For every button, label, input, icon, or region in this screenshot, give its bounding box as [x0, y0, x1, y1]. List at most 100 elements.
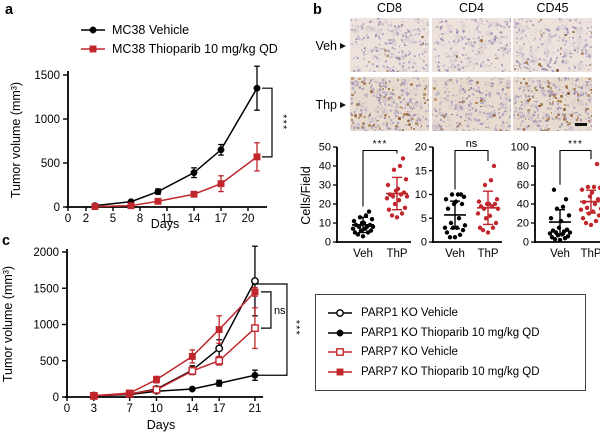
svg-text:***: *** [373, 139, 388, 150]
svg-text:5: 5 [110, 213, 116, 225]
svg-text:80: 80 [517, 161, 529, 173]
filled-square-marker-icon [80, 43, 106, 55]
svg-text:2: 2 [83, 213, 89, 225]
ihc-column-header-cd4: CD4 [458, 1, 484, 15]
open-square-marker-icon [327, 346, 353, 358]
svg-text:1000: 1000 [33, 320, 59, 332]
svg-text:14: 14 [188, 213, 201, 225]
svg-text:17: 17 [213, 403, 226, 415]
right-arrow-icon [340, 101, 346, 108]
legend-label: PARP1 KO Vehicle [361, 307, 458, 320]
filled-circle-marker-icon [327, 327, 353, 339]
svg-text:ns: ns [274, 305, 286, 317]
svg-text:7: 7 [126, 403, 132, 415]
panel-c-legend-box: PARP1 KO Vehicle PARP1 KO Thioparib 10 m… [315, 294, 586, 391]
svg-text:ns: ns [466, 138, 478, 150]
svg-text:5: 5 [421, 213, 427, 225]
legend-label: MC38 Thioparib 10 mg/kg QD [112, 41, 278, 56]
svg-text:40: 40 [517, 199, 529, 211]
svg-text:0: 0 [523, 237, 529, 249]
ihc-row-label-veh: Veh [300, 38, 346, 53]
svg-text:20: 20 [242, 213, 255, 225]
svg-text:1500: 1500 [34, 70, 60, 82]
legend-item-mc38-thioparib: MC38 Thioparib 10 mg/kg QD [80, 39, 278, 58]
svg-text:14: 14 [186, 403, 199, 415]
ihc-column-header-cd8: CD8 [376, 1, 402, 15]
svg-text:10: 10 [319, 218, 331, 230]
ihc-image-thp-cd8 [350, 77, 429, 131]
right-arrow-icon [340, 42, 346, 49]
ihc-column-header-cd45: CD45 [536, 1, 569, 15]
ihc-image-veh-cd8 [350, 18, 429, 72]
svg-text:11: 11 [161, 213, 173, 225]
svg-text:0: 0 [53, 392, 59, 404]
svg-text:Veh: Veh [550, 248, 570, 260]
svg-text:***: *** [290, 320, 301, 336]
svg-text:ThP: ThP [386, 248, 407, 260]
svg-text:Veh: Veh [353, 248, 373, 260]
svg-text:ThP: ThP [580, 248, 600, 260]
panel-c-chart: 0 3 7 10 14 17 21 0 500 1000 1500 2000 Days Tumor vol… [1, 245, 301, 432]
panel-b-label: b [313, 2, 322, 18]
ihc-image-veh-cd45 [513, 18, 592, 72]
svg-text:10: 10 [415, 189, 427, 201]
svg-text:100: 100 [511, 142, 529, 154]
filled-square-marker-icon [327, 366, 353, 378]
svg-text:1500: 1500 [33, 283, 59, 295]
panel-c-label: c [2, 233, 11, 249]
scatter-cd4: 0 5 10 15 20 Veh ThP ns [415, 138, 502, 260]
ihc-image-thp-cd4 [432, 77, 511, 131]
svg-text:0: 0 [65, 213, 71, 225]
svg-text:50: 50 [319, 142, 331, 154]
svg-text:Tumor volume (mm³): Tumor volume (mm³) [9, 82, 23, 198]
svg-text:10: 10 [150, 403, 163, 415]
svg-text:Days: Days [147, 418, 175, 432]
svg-text:0: 0 [325, 237, 331, 249]
svg-text:21: 21 [249, 403, 262, 415]
scatter-cd8: 0 10 20 30 40 50 Veh ThP *** [319, 139, 411, 260]
svg-text:2000: 2000 [33, 247, 59, 259]
legend-item-parp1-vehicle: PARP1 KO Vehicle [327, 305, 585, 322]
scatter-y-axis-label: Cells/Field [298, 165, 313, 225]
svg-text:20: 20 [415, 142, 427, 154]
svg-text:3: 3 [91, 403, 97, 415]
ihc-row-label-thp: Thp [300, 97, 346, 112]
svg-text:0: 0 [54, 202, 60, 214]
svg-text:17: 17 [215, 213, 228, 225]
row-label-text: Veh [315, 38, 337, 53]
legend-item-parp7-thioparib: PARP7 KO Thioparib 10 mg/kg QD [327, 363, 585, 380]
svg-text:1000: 1000 [34, 114, 60, 126]
svg-text:60: 60 [517, 180, 529, 192]
svg-text:20: 20 [517, 218, 529, 230]
svg-text:***: *** [568, 139, 583, 150]
panel-a-legend: MC38 Vehicle MC38 Thioparib 10 mg/kg QD [80, 20, 278, 58]
svg-text:***: *** [277, 114, 288, 130]
legend-item-mc38-vehicle: MC38 Vehicle [80, 20, 278, 39]
filled-circle-marker-icon [80, 24, 106, 36]
legend-item-parp1-thioparib: PARP1 KO Thioparib 10 mg/kg QD [327, 324, 585, 341]
legend-label: MC38 Vehicle [112, 22, 190, 37]
svg-text:500: 500 [40, 356, 59, 368]
svg-text:ThP: ThP [477, 248, 498, 260]
legend-label: PARP7 KO Vehicle [361, 346, 458, 359]
row-label-text: Thp [315, 97, 337, 112]
svg-text:Days: Days [151, 217, 179, 231]
svg-text:30: 30 [319, 180, 331, 192]
svg-text:15: 15 [415, 165, 427, 177]
legend-item-parp7-vehicle: PARP7 KO Vehicle [327, 344, 585, 361]
open-circle-marker-icon [327, 307, 353, 319]
scatter-cd45: 0 20 40 60 80 100 Veh ThP *** [511, 139, 600, 260]
svg-text:500: 500 [41, 158, 60, 170]
ihc-image-veh-cd4 [432, 18, 511, 72]
legend-label: PARP1 KO Thioparib 10 mg/kg QD [361, 326, 540, 339]
scale-bar [575, 123, 587, 126]
svg-text:8: 8 [137, 213, 143, 225]
svg-text:Veh: Veh [445, 248, 465, 260]
svg-text:0: 0 [64, 403, 70, 415]
svg-text:Tumor volume (mm³): Tumor volume (mm³) [1, 266, 15, 382]
ihc-image-thp-cd45 [513, 77, 592, 131]
svg-text:20: 20 [319, 199, 331, 211]
svg-text:0: 0 [421, 237, 427, 249]
svg-text:40: 40 [319, 161, 331, 173]
